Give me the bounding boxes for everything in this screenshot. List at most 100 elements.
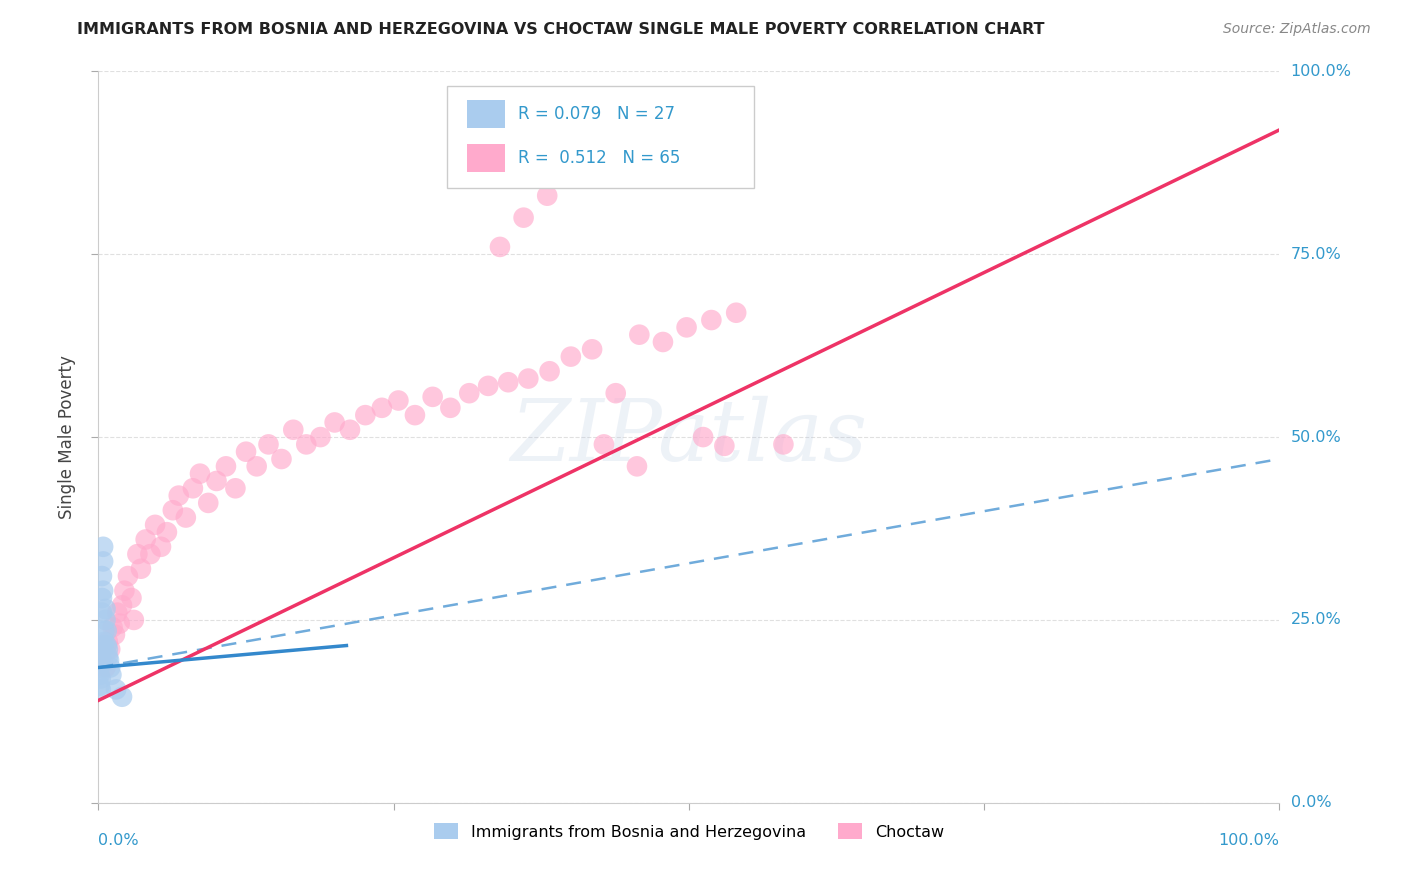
Text: 0.0%: 0.0%: [98, 833, 139, 848]
Point: [111, 690, 134, 704]
Point: [127, 547, 149, 561]
Point: [167, 489, 190, 503]
Point: [323, 416, 346, 430]
Point: [139, 547, 162, 561]
Point: [97, 642, 120, 657]
Point: [235, 444, 257, 458]
Point: [692, 430, 714, 444]
FancyBboxPatch shape: [447, 86, 754, 188]
Point: [156, 525, 179, 540]
Point: [135, 533, 157, 547]
Point: [387, 393, 409, 408]
Text: 0.0%: 0.0%: [1291, 796, 1331, 810]
Point: [581, 343, 603, 357]
Point: [309, 430, 332, 444]
Point: [93, 624, 115, 638]
Point: [117, 569, 139, 583]
Point: [91, 606, 114, 620]
Point: [700, 313, 723, 327]
Point: [517, 371, 540, 385]
Text: R = 0.079   N = 27: R = 0.079 N = 27: [517, 104, 675, 123]
Point: [91, 649, 114, 664]
Point: [339, 423, 361, 437]
Point: [560, 350, 582, 364]
Point: [652, 334, 675, 349]
Text: 100.0%: 100.0%: [1291, 64, 1351, 78]
Text: 75.0%: 75.0%: [1291, 247, 1341, 261]
Point: [626, 459, 648, 474]
Point: [283, 423, 305, 437]
Point: [143, 517, 166, 532]
Point: [94, 660, 117, 674]
Point: [104, 627, 127, 641]
Point: [246, 459, 269, 474]
Point: [536, 188, 558, 202]
Point: [97, 635, 120, 649]
Point: [675, 320, 697, 334]
Point: [96, 639, 118, 653]
Point: [477, 379, 499, 393]
Point: [100, 667, 122, 681]
FancyBboxPatch shape: [467, 144, 505, 171]
Point: [188, 467, 211, 481]
Point: [181, 481, 204, 495]
Point: [371, 401, 394, 415]
Point: [89, 667, 111, 681]
Point: [538, 364, 561, 378]
Text: IMMIGRANTS FROM BOSNIA AND HERZEGOVINA VS CHOCTAW SINGLE MALE POVERTY CORRELATIO: IMMIGRANTS FROM BOSNIA AND HERZEGOVINA V…: [77, 22, 1045, 37]
Point: [93, 635, 115, 649]
Point: [98, 653, 121, 667]
Point: [97, 649, 120, 664]
Text: 100.0%: 100.0%: [1219, 833, 1279, 848]
Point: [150, 540, 173, 554]
Point: [90, 657, 112, 671]
Point: [111, 599, 134, 613]
Point: [91, 583, 114, 598]
Point: [772, 437, 794, 451]
Point: [90, 682, 112, 697]
Point: [295, 437, 318, 451]
Point: [94, 602, 117, 616]
Point: [458, 386, 481, 401]
Point: [593, 437, 616, 451]
Point: [512, 211, 534, 225]
Point: [101, 620, 124, 634]
Text: R =  0.512   N = 65: R = 0.512 N = 65: [517, 149, 681, 167]
Legend: Immigrants from Bosnia and Herzegovina, Choctaw: Immigrants from Bosnia and Herzegovina, …: [427, 817, 950, 846]
Point: [713, 439, 735, 453]
Point: [105, 606, 128, 620]
Point: [354, 408, 377, 422]
Point: [270, 452, 292, 467]
Point: [489, 240, 512, 254]
Point: [404, 408, 426, 422]
Point: [90, 672, 112, 686]
Point: [121, 591, 143, 605]
Point: [257, 437, 280, 451]
Point: [105, 682, 128, 697]
Point: [91, 554, 114, 568]
Point: [89, 660, 111, 674]
Point: [628, 327, 651, 342]
Point: [112, 583, 135, 598]
Y-axis label: Single Male Poverty: Single Male Poverty: [58, 355, 76, 519]
Text: 25.0%: 25.0%: [1291, 613, 1341, 627]
Point: [91, 540, 114, 554]
Point: [91, 591, 114, 605]
Point: [422, 390, 444, 404]
Point: [725, 306, 748, 320]
Point: [89, 679, 111, 693]
Text: ZIPatlas: ZIPatlas: [510, 396, 868, 478]
Point: [605, 386, 627, 401]
Point: [90, 649, 112, 664]
Point: [215, 459, 238, 474]
Point: [129, 562, 152, 576]
Point: [224, 481, 246, 495]
Point: [91, 639, 114, 653]
Point: [94, 613, 117, 627]
Point: [162, 503, 184, 517]
Text: 50.0%: 50.0%: [1291, 430, 1341, 444]
Point: [96, 624, 118, 638]
Point: [496, 376, 519, 390]
Point: [197, 496, 219, 510]
Point: [174, 510, 197, 524]
